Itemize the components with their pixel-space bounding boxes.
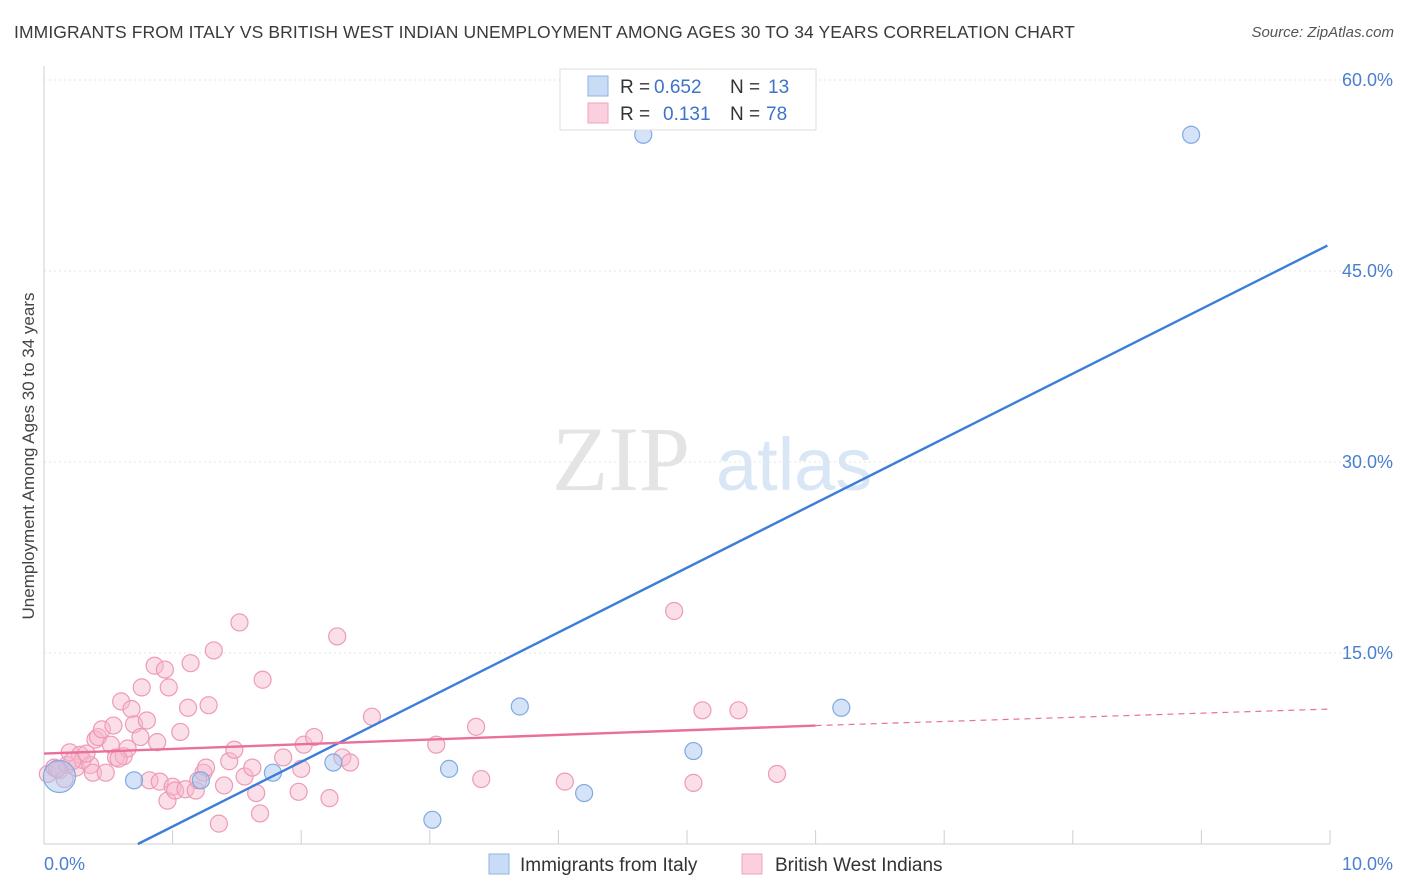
y-tick-label: 60.0%	[1342, 70, 1393, 90]
gridlines	[44, 79, 1394, 654]
point-british-west-indians	[225, 740, 244, 759]
point-british-west-indians	[77, 744, 96, 763]
point-british-west-indians	[145, 656, 164, 675]
point-immigrants-from-italy	[124, 771, 144, 790]
point-british-west-indians	[155, 660, 174, 679]
bottom-legend-label-bwi: British West Indians	[775, 855, 943, 876]
point-immigrants-from-italy	[439, 759, 459, 778]
point-british-west-indians	[109, 749, 128, 768]
bottom-legend-label-italy: Immigrants from Italy	[520, 855, 698, 876]
legend-box: R = 0.652 N = 13 R = 0.131 N = 78	[559, 68, 817, 131]
point-british-west-indians	[122, 699, 141, 719]
source-credit: Source: ZipAtlas.com	[1251, 24, 1394, 41]
point-british-west-indians	[665, 601, 684, 621]
point-immigrants-from-italy	[684, 741, 703, 761]
point-british-west-indians	[729, 701, 748, 720]
point-british-west-indians	[171, 722, 190, 742]
point-immigrants-from-italy	[42, 759, 77, 794]
point-immigrants-from-italy	[324, 753, 343, 772]
bottom-legend: Immigrants from Italy British West India…	[488, 853, 943, 876]
point-british-west-indians	[178, 698, 198, 717]
watermark-zip: ZIP	[552, 408, 690, 510]
legend-r-value-bwi: 0.131	[663, 104, 711, 125]
axes	[43, 66, 1331, 845]
series-british-west-indians	[38, 601, 787, 833]
point-immigrants-from-italy	[575, 783, 594, 803]
point-british-west-indians	[767, 764, 787, 784]
point-british-west-indians	[684, 773, 703, 792]
point-british-west-indians	[204, 641, 223, 660]
point-british-west-indians	[340, 753, 360, 772]
point-british-west-indians	[328, 627, 347, 646]
bottom-legend-swatch-bwi	[741, 853, 763, 875]
series-immigrants-from-italy	[42, 125, 1201, 829]
point-british-west-indians	[693, 701, 712, 720]
point-immigrants-from-italy	[191, 771, 210, 790]
point-british-west-indians	[181, 654, 200, 673]
point-british-west-indians	[243, 758, 262, 777]
point-british-west-indians	[132, 678, 151, 697]
tick-labels: 15.0% 30.0% 45.0% 60.0% 0.0% 10.0%	[44, 70, 1393, 874]
y-tick-label: 30.0%	[1342, 452, 1393, 472]
point-british-west-indians	[131, 727, 150, 747]
point-british-west-indians	[555, 772, 574, 791]
point-immigrants-from-italy	[510, 697, 529, 716]
legend-n-value-bwi: 78	[766, 104, 787, 125]
point-british-west-indians	[83, 763, 102, 782]
point-immigrants-from-italy	[423, 810, 442, 829]
y-tick-label: 45.0%	[1342, 261, 1393, 281]
trend-line-italy	[137, 244, 1328, 846]
point-british-west-indians	[158, 791, 177, 810]
point-british-west-indians	[159, 678, 178, 697]
point-british-west-indians	[199, 696, 218, 715]
chart-title: IMMIGRANTS FROM ITALY VS BRITISH WEST IN…	[14, 22, 1075, 42]
point-british-west-indians	[289, 782, 308, 801]
legend-r-label-bwi: R =	[620, 104, 650, 125]
y-tick-label: 15.0%	[1342, 643, 1393, 663]
point-british-west-indians	[118, 739, 137, 758]
point-british-west-indians	[112, 692, 131, 711]
legend-swatch-italy	[587, 75, 609, 97]
point-british-west-indians	[209, 814, 228, 833]
x-tick-label: 0.0%	[44, 854, 85, 874]
y-axis-title: Unemployment Among Ages 30 to 34 years	[19, 293, 38, 620]
point-british-west-indians	[320, 789, 339, 808]
point-british-west-indians	[220, 752, 239, 771]
x-tick-label: 10.0%	[1342, 854, 1393, 874]
legend-r-label-italy: R =	[620, 77, 650, 98]
point-british-west-indians	[253, 670, 272, 689]
legend-swatch-bwi	[587, 102, 609, 124]
bottom-legend-swatch-italy	[488, 853, 510, 875]
point-immigrants-from-italy	[1182, 125, 1201, 144]
point-british-west-indians	[466, 717, 486, 736]
legend-n-value-italy: 13	[768, 77, 789, 98]
legend-r-value-italy: 0.652	[654, 77, 702, 98]
legend-n-label-bwi: N =	[730, 104, 760, 125]
watermark-atlas: atlas	[716, 423, 872, 506]
point-british-west-indians	[274, 748, 293, 767]
point-british-west-indians	[304, 727, 324, 747]
point-british-west-indians	[250, 804, 270, 823]
point-british-west-indians	[104, 716, 123, 735]
trend-line-bwi-extension	[815, 708, 1331, 727]
point-immigrants-from-italy	[832, 698, 851, 717]
point-british-west-indians	[92, 720, 111, 739]
point-british-west-indians	[230, 613, 249, 632]
trend-line-bwi	[43, 724, 816, 755]
point-british-west-indians	[137, 711, 156, 730]
point-british-west-indians	[214, 776, 234, 795]
point-british-west-indians	[472, 769, 491, 789]
point-british-west-indians	[96, 763, 115, 782]
trend-lines	[43, 244, 1331, 846]
legend-n-label-italy: N =	[730, 77, 760, 98]
